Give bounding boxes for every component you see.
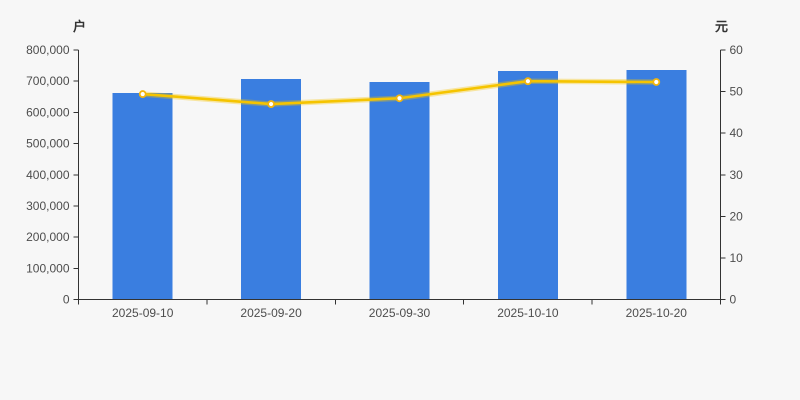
line-point-2025-10-20[interactable] — [652, 78, 661, 86]
y-right-tick-label: 40 — [730, 126, 744, 140]
y-left-tick-label: 300,000 — [26, 199, 70, 213]
bar-2025-09-20[interactable] — [241, 79, 302, 300]
y-left-tick-label: 200,000 — [26, 230, 70, 244]
bar-2025-09-10[interactable] — [112, 93, 173, 300]
bar-2025-09-30[interactable] — [369, 82, 430, 300]
y-right-tick-label: 60 — [730, 43, 744, 57]
x-tick-label: 2025-09-20 — [240, 306, 302, 320]
y-left-tick-label: 800,000 — [26, 43, 70, 57]
bar-2025-10-20[interactable] — [626, 69, 687, 300]
right-axis-unit-label: 元 — [715, 19, 728, 34]
line-point-2025-09-10[interactable] — [138, 90, 147, 98]
bar-2025-10-10[interactable] — [497, 71, 558, 300]
y-right-tick-label: 50 — [730, 85, 744, 99]
x-tick-label: 2025-09-10 — [112, 306, 174, 320]
y-right-tick-label: 30 — [730, 168, 744, 182]
line-point-2025-09-20[interactable] — [267, 100, 276, 108]
y-left-tick-label: 600,000 — [26, 105, 70, 119]
line-point-2025-09-30[interactable] — [395, 94, 404, 103]
bar-series — [112, 69, 687, 300]
line-series — [138, 77, 661, 108]
y-right-tick-label: 20 — [730, 209, 744, 223]
y-right-tick-label: 0 — [730, 293, 737, 307]
left-axis-unit-label: 户 — [73, 19, 86, 34]
axes: 800,000 700,000 600,000 500,000 400,000 300,0… — [26, 19, 743, 320]
y-left-tick-label: 100,000 — [26, 261, 70, 275]
x-tick-label: 2025-10-10 — [497, 306, 559, 320]
y-left-tick-label: 0 — [63, 293, 70, 307]
x-tick-label: 2025-09-30 — [369, 306, 431, 320]
y-left-tick-label: 400,000 — [26, 168, 70, 182]
y-left-tick-label: 500,000 — [26, 137, 70, 151]
line-point-2025-10-10[interactable] — [524, 77, 532, 86]
x-tick-label: 2025-10-20 — [626, 306, 688, 320]
y-left-tick-label: 700,000 — [26, 74, 70, 88]
y-right-tick-label: 10 — [730, 251, 744, 265]
